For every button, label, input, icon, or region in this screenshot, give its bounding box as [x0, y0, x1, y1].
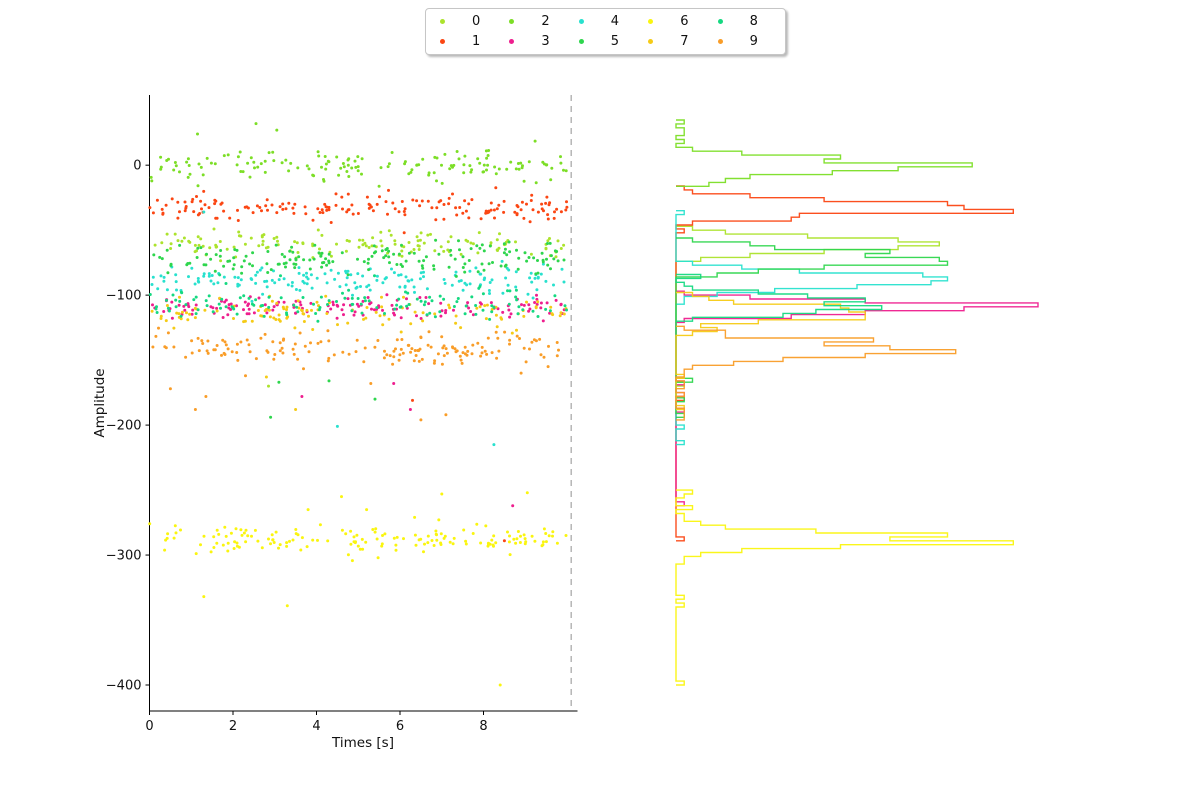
- legend-marker-icon: [578, 38, 584, 44]
- x-tick-label: 6: [396, 719, 404, 734]
- x-axis-label: Times [s]: [331, 735, 394, 751]
- amplitude-histogram-series-9: [675, 325, 957, 421]
- legend-item-1: 1: [432, 35, 501, 48]
- legend-label: 2: [541, 14, 550, 30]
- legend-item-6: 6: [640, 15, 709, 28]
- y-tick-label: −100: [106, 289, 142, 304]
- legend-item-2: 2: [501, 15, 570, 28]
- x-tick-label: 8: [479, 719, 487, 734]
- x-tick-label: 4: [312, 719, 320, 734]
- legend: 0 1 2 3 4 5 6 7 8 9: [425, 8, 786, 55]
- y-tick-label: 0: [133, 159, 141, 174]
- scatter-series-4: [150, 210, 566, 447]
- legend-label: 3: [541, 33, 550, 49]
- amplitude-histogram-series-2: [675, 119, 973, 187]
- legend-marker-icon: [717, 38, 723, 44]
- legend-label: 1: [472, 33, 481, 49]
- y-axis-label: Amplitude: [92, 368, 108, 437]
- amplitude-histogram-series-8: [675, 273, 883, 322]
- legend-marker-icon: [578, 19, 584, 25]
- legend-item-9: 9: [710, 35, 779, 48]
- scatter-series-8: [148, 273, 568, 323]
- legend-item-7: 7: [640, 35, 709, 48]
- legend-item-3: 3: [501, 35, 570, 48]
- y-tick-label: −200: [106, 419, 142, 434]
- scatter-series-2: [149, 122, 568, 188]
- legend-label: 6: [680, 14, 689, 30]
- scatter-series-3: [151, 293, 566, 508]
- amplitude-histogram-series-1: [675, 185, 1014, 542]
- legend-marker-icon: [648, 19, 654, 25]
- legend-label: 5: [610, 33, 620, 49]
- legend-marker-icon: [440, 19, 445, 25]
- legend-marker-icon: [509, 19, 515, 25]
- legend-item-0: 0: [432, 15, 501, 28]
- legend-item-8: 8: [710, 15, 779, 28]
- scatter-series-6: [148, 491, 568, 687]
- legend-label: 9: [749, 33, 758, 49]
- scatter-series-9: [151, 326, 560, 422]
- amplitude-histogram-series-6: [675, 489, 1014, 686]
- legend-label: 7: [680, 33, 689, 49]
- scatter-series-5: [152, 238, 566, 419]
- legend-marker-icon: [648, 38, 654, 44]
- y-tick-label: −400: [106, 679, 142, 694]
- legend-marker-icon: [509, 38, 515, 44]
- legend-item-5: 5: [571, 35, 640, 48]
- scatter-series-1: [148, 186, 569, 543]
- legend-label: 4: [610, 14, 620, 30]
- legend-label: 0: [472, 14, 481, 30]
- legend-item-4: 4: [571, 15, 640, 28]
- x-tick-label: 2: [229, 719, 237, 734]
- legend-marker-icon: [717, 19, 723, 25]
- legend-label: 8: [749, 14, 758, 30]
- y-tick-label: −300: [106, 549, 142, 564]
- scatter-series-7: [150, 294, 568, 411]
- x-tick-label: 0: [145, 719, 153, 734]
- legend-marker-icon: [440, 38, 445, 44]
